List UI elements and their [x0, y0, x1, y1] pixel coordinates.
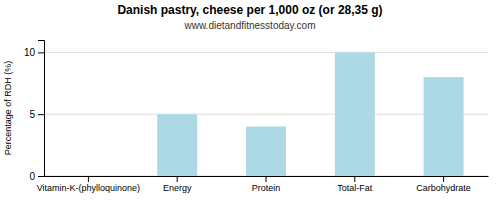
- bar: [424, 77, 464, 176]
- x-tick: Carbohydrate: [416, 176, 471, 193]
- x-tick: Total-Fat: [337, 176, 373, 193]
- y-tick-mark: [38, 52, 44, 53]
- x-tick-label: Vitamin-K-(phylloquinone): [37, 183, 140, 193]
- y-axis-title: Percentage of RDH (%): [3, 61, 13, 156]
- x-tick-mark: [354, 176, 355, 182]
- y-tick-label: 5: [29, 109, 35, 120]
- bar: [157, 114, 197, 176]
- y-tick-mark: [38, 114, 44, 115]
- y-axis: 0 5 10: [24, 41, 45, 182]
- x-tick: Energy: [163, 176, 192, 193]
- y-tick: 5: [29, 109, 44, 120]
- x-tick-label: Protein: [252, 183, 281, 193]
- bar: [68, 176, 108, 177]
- y-tick-label: 10: [24, 47, 36, 58]
- bars: [157, 52, 463, 176]
- x-tick-label: Energy: [163, 183, 192, 193]
- y-tick: 10: [24, 47, 44, 58]
- title: Danish pastry, cheese per 1,000 oz (or 2…: [117, 3, 382, 17]
- x-axis: Vitamin-K-(phylloquinone) Energy Protein To…: [37, 176, 489, 193]
- y-axis-line: [38, 41, 45, 177]
- x-tick-mark: [443, 176, 444, 182]
- x-tick-mark: [266, 176, 267, 182]
- y-tick-mark: [38, 176, 44, 177]
- subtitle: www.dietandfitnesstoday.com: [184, 20, 316, 31]
- grid-line: [44, 52, 488, 53]
- grid-line: [44, 114, 488, 115]
- chart: Danish pastry, cheese per 1,000 oz (or 2…: [0, 0, 500, 200]
- plot: 0 5 10 Vitamin-K-(phylloquinone) Energy Prote…: [24, 41, 489, 194]
- x-tick-label: Total-Fat: [337, 183, 373, 193]
- bar: [335, 52, 375, 176]
- bar: [246, 127, 286, 176]
- x-tick-mark: [177, 176, 178, 182]
- x-tick: Protein: [252, 176, 281, 193]
- y-tick-label: 0: [29, 171, 35, 182]
- x-tick-mark: [88, 176, 89, 182]
- x-tick-label: Carbohydrate: [416, 183, 471, 193]
- x-tick: Vitamin-K-(phylloquinone): [37, 176, 140, 193]
- y-tick: 0: [29, 171, 44, 182]
- grid: [44, 52, 488, 176]
